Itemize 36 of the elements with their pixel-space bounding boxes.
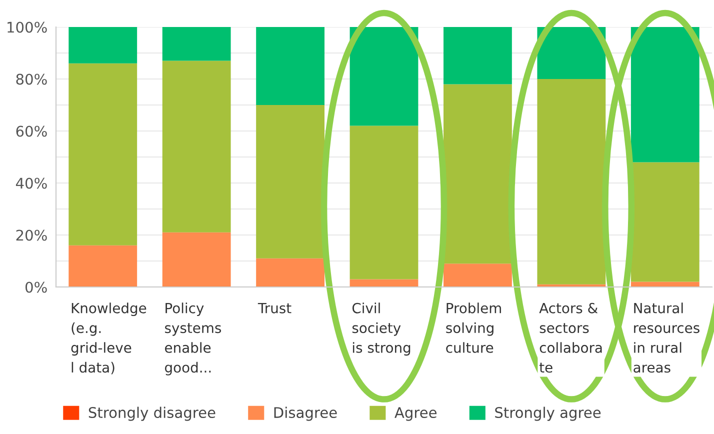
y-tick-label: 0%	[25, 282, 47, 293]
bar	[256, 258, 324, 287]
bar	[444, 27, 512, 84]
x-tick-label: Knowledge (e.g. grid-leve l data)	[71, 302, 146, 374]
bar	[444, 84, 512, 264]
bar	[256, 27, 324, 105]
bar	[162, 60, 231, 232]
legend-label: Strongly disagree	[88, 406, 216, 421]
x-tick-label: Trust	[258, 303, 292, 314]
bar	[537, 79, 606, 284]
bar	[256, 105, 324, 258]
bar	[162, 232, 231, 287]
y-tick-label: 60%	[16, 126, 47, 137]
legend-label: Agree	[394, 407, 437, 421]
x-tick-label: Natural resources in rural areas	[634, 302, 700, 373]
bar	[68, 27, 138, 64]
bar	[162, 27, 231, 61]
legend-label: Disagree	[274, 406, 337, 421]
x-tick-label: Actors & sectors collabora te	[539, 302, 602, 373]
y-tick-label: 40%	[16, 178, 47, 189]
bar	[68, 63, 138, 246]
y-tick-label: 100%	[8, 22, 47, 33]
bar	[630, 162, 700, 282]
bar	[630, 27, 700, 162]
bar	[68, 245, 138, 287]
bar	[350, 27, 418, 126]
legend-label: Strongly agree	[495, 406, 601, 421]
y-tick-label: 20%	[16, 230, 47, 241]
y-tick-label: 80%	[16, 74, 47, 85]
bar	[350, 279, 418, 287]
bar	[444, 264, 512, 287]
bar	[537, 27, 606, 79]
x-tick-label: Civil society is strong	[352, 302, 410, 356]
x-tick-label: Problem solving culture	[446, 302, 501, 353]
x-tick-label: Policy systems enable good...	[164, 302, 222, 376]
bar	[350, 126, 418, 280]
